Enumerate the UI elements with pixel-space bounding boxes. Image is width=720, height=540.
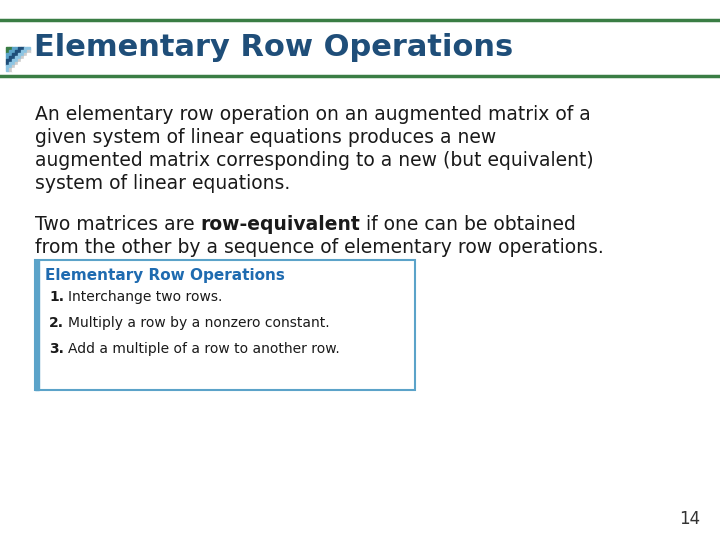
Text: 1.: 1. <box>49 290 64 304</box>
Text: 3.: 3. <box>49 342 64 356</box>
Bar <box>21 50 24 53</box>
Bar <box>12 53 15 56</box>
Bar <box>24 65 27 68</box>
Bar <box>21 53 24 56</box>
Bar <box>24 56 27 59</box>
Bar <box>21 68 24 71</box>
Bar <box>24 62 27 65</box>
Bar <box>6 59 9 62</box>
Text: given system of linear equations produces a new: given system of linear equations produce… <box>35 128 496 147</box>
Bar <box>12 65 15 68</box>
Text: Elementary Row Operations: Elementary Row Operations <box>34 33 513 63</box>
Bar <box>12 50 15 53</box>
Bar <box>9 50 12 53</box>
Bar <box>18 47 21 50</box>
Bar <box>6 56 9 59</box>
Text: if one can be obtained: if one can be obtained <box>361 215 576 234</box>
Bar <box>35 260 39 390</box>
Bar <box>15 53 18 56</box>
Bar <box>24 68 27 71</box>
Bar <box>6 65 9 68</box>
Bar <box>21 56 24 59</box>
Bar <box>18 50 21 53</box>
Bar <box>24 53 27 56</box>
Bar <box>18 68 21 71</box>
Bar <box>12 56 15 59</box>
Bar <box>27 53 30 56</box>
Bar <box>21 59 24 62</box>
Bar <box>6 47 9 50</box>
Bar <box>18 56 21 59</box>
Bar <box>21 65 24 68</box>
Bar <box>27 59 30 62</box>
Bar <box>15 62 18 65</box>
Bar <box>24 47 27 50</box>
Text: system of linear equations.: system of linear equations. <box>35 174 290 193</box>
Bar <box>18 59 21 62</box>
Text: Two matrices are: Two matrices are <box>35 215 201 234</box>
Bar <box>12 59 15 62</box>
Bar <box>24 50 27 53</box>
Bar <box>6 50 9 53</box>
Text: An elementary row operation on an augmented matrix of a: An elementary row operation on an augmen… <box>35 105 590 124</box>
Bar <box>12 47 15 50</box>
Bar <box>15 50 18 53</box>
Bar <box>27 65 30 68</box>
Bar <box>9 62 12 65</box>
Bar <box>18 62 21 65</box>
Bar <box>15 56 18 59</box>
Bar <box>9 59 12 62</box>
Bar <box>24 59 27 62</box>
Text: from the other by a sequence of elementary row operations.: from the other by a sequence of elementa… <box>35 238 604 257</box>
Text: row-equivalent: row-equivalent <box>201 215 361 234</box>
Bar <box>27 50 30 53</box>
Bar <box>21 47 24 50</box>
Bar <box>6 62 9 65</box>
Text: Add a multiple of a row to another row.: Add a multiple of a row to another row. <box>68 342 340 356</box>
Bar <box>18 53 21 56</box>
Bar <box>15 59 18 62</box>
Bar <box>6 53 9 56</box>
Bar <box>9 53 12 56</box>
FancyBboxPatch shape <box>35 260 415 390</box>
Text: 2.: 2. <box>49 316 64 330</box>
Bar <box>12 68 15 71</box>
Bar <box>15 47 18 50</box>
Bar <box>27 62 30 65</box>
Bar <box>18 65 21 68</box>
Bar <box>6 68 9 71</box>
Text: 14: 14 <box>679 510 700 528</box>
Text: Multiply a row by a nonzero constant.: Multiply a row by a nonzero constant. <box>68 316 330 330</box>
Text: Interchange two rows.: Interchange two rows. <box>68 290 222 304</box>
Bar <box>9 68 12 71</box>
Bar <box>27 68 30 71</box>
Bar <box>21 62 24 65</box>
Bar <box>9 56 12 59</box>
Bar <box>9 65 12 68</box>
Bar <box>9 47 12 50</box>
Bar <box>15 65 18 68</box>
Bar <box>15 68 18 71</box>
Text: Elementary Row Operations: Elementary Row Operations <box>45 268 285 283</box>
Bar <box>12 62 15 65</box>
Bar <box>27 56 30 59</box>
Text: augmented matrix corresponding to a new (but equivalent): augmented matrix corresponding to a new … <box>35 151 593 170</box>
Bar <box>27 47 30 50</box>
